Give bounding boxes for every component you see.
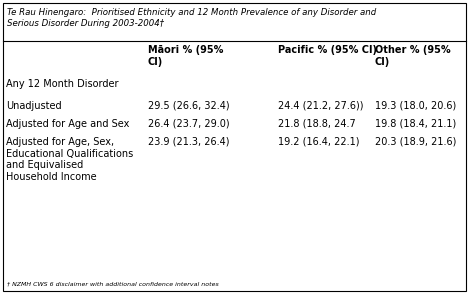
Text: 23.9 (21.3, 26.4): 23.9 (21.3, 26.4) [148,137,229,147]
Text: 19.2 (16.4, 22.1): 19.2 (16.4, 22.1) [278,137,360,147]
Text: Adjusted for Age, Sex,
Educational Qualifications
and Equivalised
Household Inco: Adjusted for Age, Sex, Educational Quali… [6,137,133,182]
Text: † NZMH CWS 6 disclaimer with additional confidence interval notes: † NZMH CWS 6 disclaimer with additional … [7,282,219,287]
Text: Pacific % (95% CI): Pacific % (95% CI) [278,45,377,55]
Text: Māori % (95%
CI): Māori % (95% CI) [148,45,223,67]
Text: Any 12 Month Disorder: Any 12 Month Disorder [6,79,119,89]
Text: 20.3 (18.9, 21.6): 20.3 (18.9, 21.6) [375,137,456,147]
Text: 19.8 (18.4, 21.1): 19.8 (18.4, 21.1) [375,119,456,129]
Text: 24.4 (21.2, 27.6)): 24.4 (21.2, 27.6)) [278,101,363,111]
Text: Serious Disorder During 2003-2004†: Serious Disorder During 2003-2004† [7,19,164,28]
Text: Adjusted for Age and Sex: Adjusted for Age and Sex [6,119,129,129]
Text: Te Rau Hinengaro:  Prioritised Ethnicity and 12 Month Prevalence of any Disorder: Te Rau Hinengaro: Prioritised Ethnicity … [7,8,376,17]
Text: 26.4 (23.7, 29.0): 26.4 (23.7, 29.0) [148,119,230,129]
Text: Other % (95%
CI): Other % (95% CI) [375,45,451,67]
Text: 21.8 (18.8, 24.7: 21.8 (18.8, 24.7 [278,119,356,129]
Text: Unadjusted: Unadjusted [6,101,61,111]
Text: 19.3 (18.0, 20.6): 19.3 (18.0, 20.6) [375,101,456,111]
Text: 29.5 (26.6, 32.4): 29.5 (26.6, 32.4) [148,101,230,111]
